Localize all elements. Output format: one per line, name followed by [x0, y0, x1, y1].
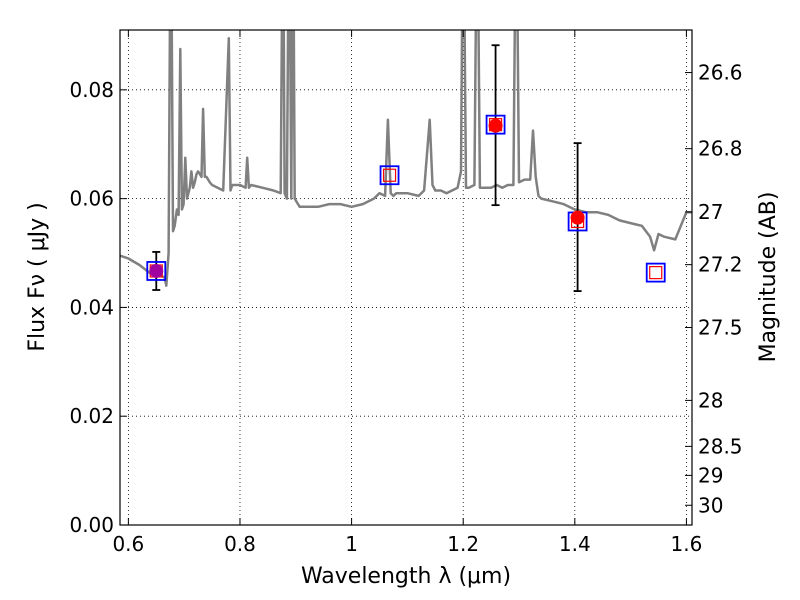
observed-photometry-point	[149, 263, 164, 278]
mag-tick-label: 27.2	[698, 253, 743, 277]
y-axis-label: Flux Fν ( μJy )	[25, 202, 50, 351]
mag-tick-label: 29	[698, 463, 723, 487]
mag-tick-label: 30	[698, 493, 723, 517]
axis-tick-labels: 0.6 0.8 1 1.2 1.4 1.6 0.00 0.02 0.04 0.06 0.08 26.6…	[69, 61, 742, 556]
x-tick-label: 1.4	[559, 532, 591, 556]
mag-tick-label: 28	[698, 388, 723, 412]
model-sed-line	[120, 30, 692, 287]
observed-photometry-point	[570, 210, 585, 225]
model-photometry-inner-square	[649, 266, 663, 280]
observed-photometry-point	[488, 118, 503, 133]
x-tick-label: 1	[345, 532, 358, 556]
model-photometry-square	[146, 261, 167, 281]
mag-tick-label: 27	[698, 200, 723, 224]
y-tick-label: 0.02	[69, 404, 114, 428]
x-tick-label: 0.6	[112, 532, 144, 556]
mag-tick-label: 28.5	[698, 434, 743, 458]
plot-frame	[119, 29, 693, 526]
photometry-layer	[146, 44, 666, 292]
model-photometry-square	[379, 165, 400, 186]
model-sed-layer	[120, 30, 692, 287]
y-axis-right-label: Magnitude (AB)	[756, 192, 781, 363]
y-tick-label: 0.06	[69, 187, 114, 211]
y-tick-label: 0.08	[69, 78, 114, 102]
model-photometry-square	[485, 114, 506, 135]
mag-tick-label: 26.8	[698, 137, 743, 161]
x-tick-label: 1.2	[447, 532, 479, 556]
y-tick-label: 0.04	[69, 295, 114, 319]
axis-ticks	[120, 30, 692, 526]
model-photometry-square	[645, 262, 666, 283]
x-axis-label: Wavelength λ (μm)	[301, 564, 511, 589]
mag-tick-label: 27.5	[698, 316, 743, 340]
grid-lines	[120, 30, 692, 526]
mag-tick-label: 26.6	[698, 61, 743, 85]
x-tick-label: 1.6	[671, 532, 703, 556]
x-tick-label: 0.8	[224, 532, 256, 556]
y-tick-label: 0.00	[69, 513, 114, 537]
model-photometry-inner-square	[382, 168, 397, 182]
